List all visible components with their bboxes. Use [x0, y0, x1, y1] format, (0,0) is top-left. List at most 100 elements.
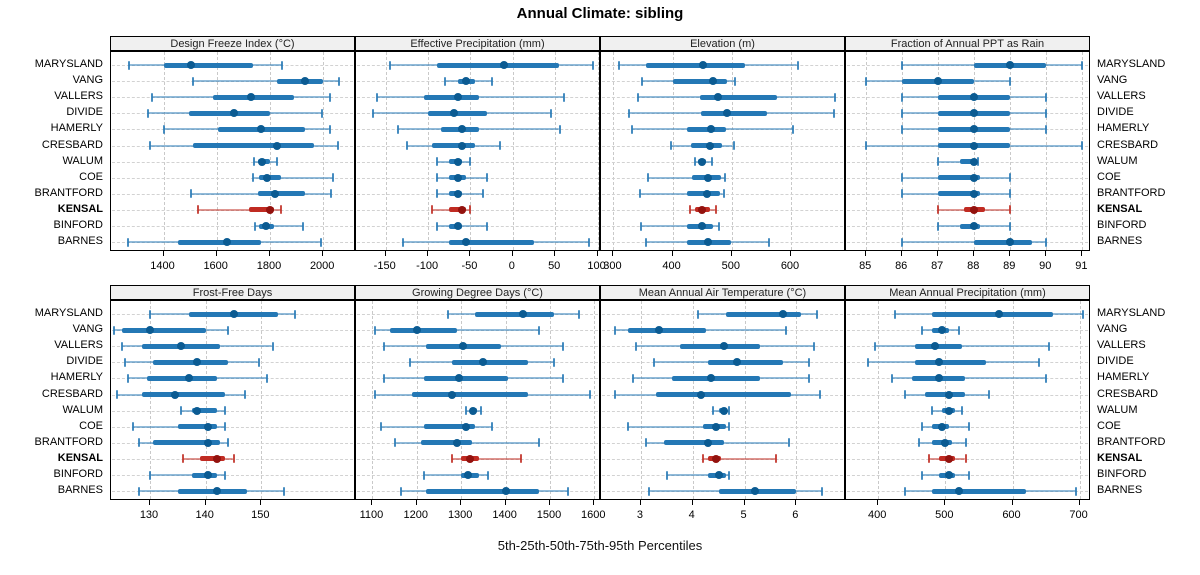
iqr-bar-p25-p75: [191, 408, 217, 414]
whisker-line: [198, 208, 281, 211]
station-label-right: BARNES: [1097, 484, 1143, 497]
axis-tick-label: 4: [688, 509, 695, 521]
whisker-cap-p95: [813, 341, 816, 351]
whisker-cap-p95: [833, 92, 836, 102]
whisker-cap-p5: [652, 357, 655, 367]
station-label-right: KENSAL: [1097, 202, 1143, 215]
axis-tick: [877, 500, 879, 505]
median-dot: [455, 374, 463, 383]
iqr-bar-p25-p75: [141, 392, 226, 397]
panel-title: Mean Annual Precipitation (mm): [889, 286, 1046, 299]
median-dot: [247, 93, 256, 102]
gridline-vertical: [323, 52, 325, 250]
median-dot: [212, 487, 221, 496]
whisker-cap-p95: [727, 470, 730, 480]
whisker-cap-p5: [127, 60, 130, 70]
axis-tick-label: 0: [508, 260, 515, 272]
whisker-line: [452, 457, 522, 460]
median-dot: [704, 238, 713, 247]
iqr-bar-p25-p75: [449, 239, 535, 245]
row-guide-line: [847, 442, 1088, 444]
median-dot: [453, 93, 462, 102]
whisker-cap-p95: [469, 205, 472, 215]
iqr-bar-p25-p75: [188, 110, 270, 116]
row-guide-line: [112, 426, 353, 428]
gridline-vertical: [791, 52, 792, 250]
whisker-cap-p5: [901, 173, 904, 183]
whisker-cap-p95: [964, 454, 967, 464]
iqr-bar-p25-p75: [672, 375, 761, 381]
station-label-right: VANG: [1097, 323, 1128, 336]
panel-fraction_ppt_rain: [845, 51, 1090, 251]
axis-tick-label: 1500: [536, 509, 562, 521]
whisker-cap-p5: [917, 438, 920, 448]
whisker-cap-p95: [722, 189, 725, 199]
whisker-cap-p5: [930, 406, 933, 416]
axis-tick-label: 1600: [581, 509, 606, 521]
median-dot: [697, 157, 706, 166]
station-label-left: COE: [79, 170, 103, 183]
axis-tick: [973, 251, 975, 256]
whisker-cap-p5: [393, 438, 396, 448]
median-dot: [193, 358, 202, 367]
station-label-right: DIVIDE: [1097, 106, 1134, 119]
whisker-cap-p5: [890, 373, 893, 383]
axis-tick-label: 1200: [403, 509, 429, 521]
station-label-right: COE: [1097, 419, 1121, 432]
whisker-line: [666, 474, 729, 476]
whisker-cap-p95: [336, 141, 339, 150]
row-guide-line: [112, 161, 353, 163]
axis-tick: [639, 500, 641, 505]
axis-tick-label: 86: [895, 260, 908, 272]
median-dot: [779, 310, 788, 318]
whisker-cap-p95: [562, 373, 565, 383]
iqr-bar-p25-p75: [474, 311, 555, 317]
whisker-cap-p95: [482, 189, 485, 199]
station-label-right: HAMERLY: [1097, 122, 1150, 135]
iqr-bar-p25-p75: [200, 456, 226, 462]
median-dot: [223, 238, 232, 247]
whisker-cap-p95: [774, 454, 777, 464]
whisker-cap-p5: [121, 341, 124, 351]
gridline-vertical: [731, 52, 733, 250]
panel-elevation: [600, 51, 845, 251]
panel-effective_precipitation: [355, 51, 600, 251]
station-label-right: COE: [1097, 170, 1121, 183]
whisker-cap-p95: [1038, 357, 1041, 367]
whisker-cap-p95: [499, 141, 502, 150]
axis-tick: [795, 500, 797, 505]
median-dot: [702, 189, 711, 198]
whisker-cap-p95: [1009, 189, 1012, 199]
median-dot: [699, 61, 708, 69]
whisker-cap-p95: [537, 325, 540, 335]
gridline-vertical: [372, 301, 374, 499]
iqr-bar-p25-p75: [931, 311, 1053, 317]
whisker-cap-p95: [562, 341, 565, 351]
whisker-cap-p5: [401, 237, 404, 247]
station-label-left: MARYSLAND: [34, 307, 103, 319]
whisker-cap-p5: [640, 76, 643, 86]
median-dot: [256, 125, 265, 134]
whisker-cap-p5: [115, 390, 118, 399]
whisker-cap-p95: [226, 438, 229, 448]
axis-tick: [1045, 251, 1047, 256]
whisker-cap-p5: [901, 189, 904, 199]
iqr-bar-p25-p75: [390, 327, 457, 333]
whisker-cap-p95: [232, 454, 235, 464]
panel-title: Mean Annual Air Temperature (°C): [638, 286, 807, 299]
median-dot: [448, 390, 457, 399]
station-label-left: KENSAL: [57, 451, 103, 464]
row-guide-line: [357, 161, 598, 163]
axis-tick-label: 87: [931, 260, 944, 272]
median-dot: [970, 222, 979, 230]
axis-tick-label: 1800: [256, 260, 282, 272]
median-dot: [944, 454, 953, 463]
gridline-vertical: [1082, 52, 1084, 250]
gridline-vertical: [270, 52, 271, 250]
panel-header-design_freeze_index: Design Freeze Index (°C): [110, 36, 355, 51]
whisker-cap-p5: [637, 92, 640, 102]
iqr-bar-p25-p75: [147, 375, 217, 381]
median-dot: [938, 326, 946, 335]
axis-tick-label: 600: [1002, 509, 1021, 521]
